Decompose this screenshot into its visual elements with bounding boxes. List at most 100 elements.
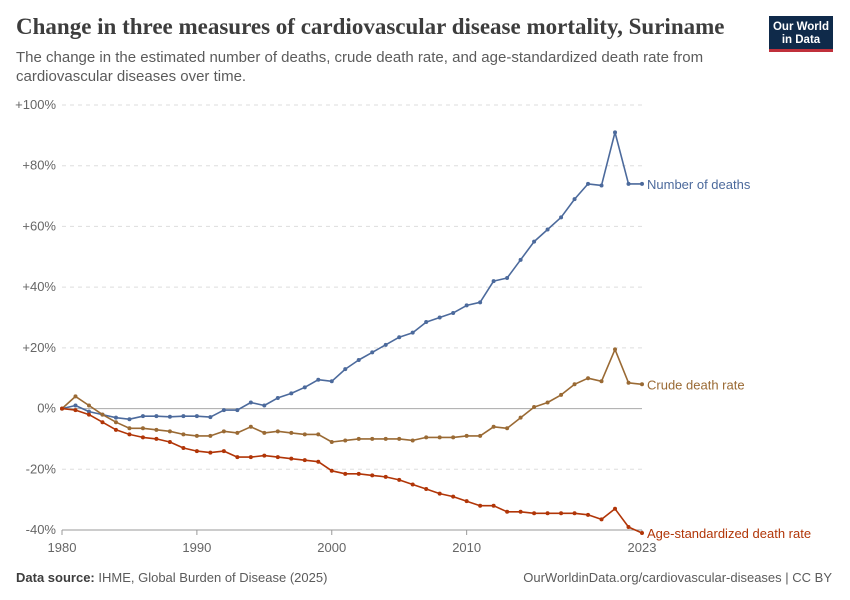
data-point xyxy=(599,183,604,188)
data-point xyxy=(370,473,375,478)
data-point xyxy=(545,400,550,405)
data-point xyxy=(86,412,91,417)
data-point xyxy=(86,409,91,414)
owid-logo[interactable]: Our World in Data xyxy=(769,16,833,52)
data-point xyxy=(208,450,213,455)
data-point xyxy=(356,358,361,362)
data-point xyxy=(60,406,64,411)
data-point xyxy=(194,433,199,438)
data-point xyxy=(383,436,388,441)
data-point xyxy=(302,385,307,390)
data-point xyxy=(329,468,334,473)
data-point xyxy=(289,391,294,396)
data-point xyxy=(167,429,172,434)
data-point xyxy=(221,408,226,413)
x-tick-label: 1980 xyxy=(48,540,77,555)
data-point xyxy=(464,303,469,308)
data-point xyxy=(424,320,429,325)
data-point xyxy=(275,455,280,460)
data-point xyxy=(626,380,631,385)
data-point xyxy=(586,512,591,517)
y-tick-label: +60% xyxy=(22,218,56,233)
data-point xyxy=(437,435,442,440)
data-source-text[interactable]: IHME, Global Burden of Disease (2025) xyxy=(98,570,328,585)
series-label: Age-standardized death rate xyxy=(647,526,811,541)
data-point xyxy=(343,438,348,443)
logo-line1: Our World xyxy=(772,21,829,33)
data-point xyxy=(437,491,442,496)
data-source-label: Data source: xyxy=(16,570,95,585)
data-point xyxy=(572,382,577,387)
data-point xyxy=(275,429,280,434)
data-point xyxy=(424,487,429,492)
data-point xyxy=(424,435,429,440)
data-point xyxy=(208,433,213,438)
data-point xyxy=(248,455,253,460)
series-label: Crude death rate xyxy=(647,377,745,392)
x-tick-label: 1990 xyxy=(182,540,211,555)
data-point xyxy=(464,433,469,438)
data-point xyxy=(113,415,118,420)
data-point xyxy=(410,482,415,487)
data-point xyxy=(316,377,321,382)
data-point xyxy=(410,330,415,335)
data-point xyxy=(383,474,388,479)
data-point xyxy=(181,414,186,419)
data-point xyxy=(73,403,78,408)
data-point xyxy=(491,424,496,429)
data-point xyxy=(154,427,159,432)
data-point xyxy=(73,394,78,399)
data-point xyxy=(505,426,510,431)
data-point xyxy=(586,376,591,381)
data-point xyxy=(235,455,240,460)
data-point xyxy=(140,414,145,419)
data-point xyxy=(640,382,644,387)
y-tick-label: -40% xyxy=(26,522,57,537)
data-point xyxy=(559,215,564,220)
data-point xyxy=(302,432,307,437)
data-point xyxy=(235,430,240,435)
data-point xyxy=(113,420,118,425)
data-point xyxy=(518,509,523,514)
data-point xyxy=(127,426,132,431)
data-point xyxy=(451,494,456,499)
data-point xyxy=(370,350,375,355)
data-point xyxy=(410,438,415,443)
data-point xyxy=(235,408,240,413)
data-point xyxy=(518,257,523,262)
data-point xyxy=(73,408,78,413)
data-point xyxy=(437,315,442,320)
data-point xyxy=(478,433,483,438)
x-tick-label: 2010 xyxy=(452,540,481,555)
data-point xyxy=(518,415,523,420)
data-point xyxy=(572,197,577,202)
data-point xyxy=(397,477,402,482)
data-point xyxy=(505,509,510,514)
data-point xyxy=(599,379,604,384)
data-point xyxy=(113,427,118,432)
series-line-crude_death_rate xyxy=(61,348,643,443)
y-tick-label: 0% xyxy=(37,401,56,416)
data-point xyxy=(599,517,604,522)
data-point xyxy=(262,453,267,458)
x-tick-label: 2023 xyxy=(628,540,657,555)
data-point xyxy=(640,531,644,536)
data-point xyxy=(154,436,159,441)
data-point xyxy=(491,503,496,508)
data-point xyxy=(586,181,591,186)
data-point xyxy=(167,414,172,419)
data-point xyxy=(289,430,294,435)
y-tick-label: +20% xyxy=(22,340,56,355)
data-point xyxy=(626,524,631,529)
data-point xyxy=(370,436,375,441)
data-point xyxy=(127,432,132,437)
data-point xyxy=(329,379,334,384)
credit-link[interactable]: OurWorldinData.org/cardiovascular-diseas… xyxy=(523,570,832,585)
data-point xyxy=(343,471,348,476)
data-point xyxy=(356,471,361,476)
data-point xyxy=(262,403,267,408)
data-point xyxy=(478,503,483,508)
data-point xyxy=(154,414,159,419)
data-point xyxy=(221,449,226,454)
